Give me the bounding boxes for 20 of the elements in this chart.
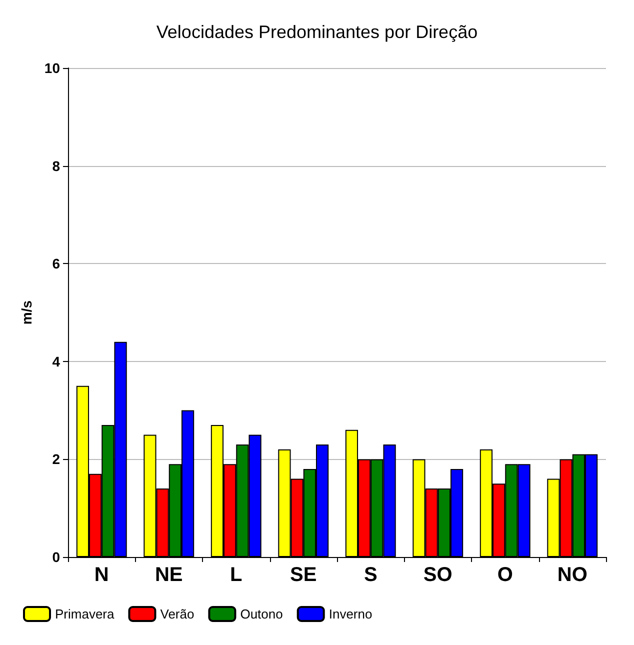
legend-label: Primavera: [55, 606, 116, 622]
x-tick-label: SO: [423, 564, 452, 586]
y-tick-label: 4: [52, 353, 60, 370]
y-tick-label: 2: [52, 451, 60, 468]
x-tick-label: L: [230, 564, 242, 586]
legend-label: Verão: [160, 606, 194, 622]
legend-label: Outono: [240, 606, 283, 622]
legend-label: Inverno: [328, 606, 372, 622]
y-tick-label: 0: [52, 549, 60, 565]
x-tick-label: SE: [290, 564, 317, 586]
y-tick-label: 6: [52, 256, 60, 272]
x-tick-label: N: [94, 564, 109, 586]
x-tick-label: S: [364, 564, 378, 586]
y-tick-label: 10: [44, 60, 60, 76]
chart-title: Velocidades Predominantes por Direção: [156, 22, 478, 42]
x-tick-label: NO: [557, 564, 588, 586]
x-tick-label: NE: [154, 564, 183, 586]
x-tick-label: O: [497, 564, 513, 586]
y-axis-title: m/s: [18, 300, 35, 325]
y-tick-label: 8: [52, 158, 60, 174]
